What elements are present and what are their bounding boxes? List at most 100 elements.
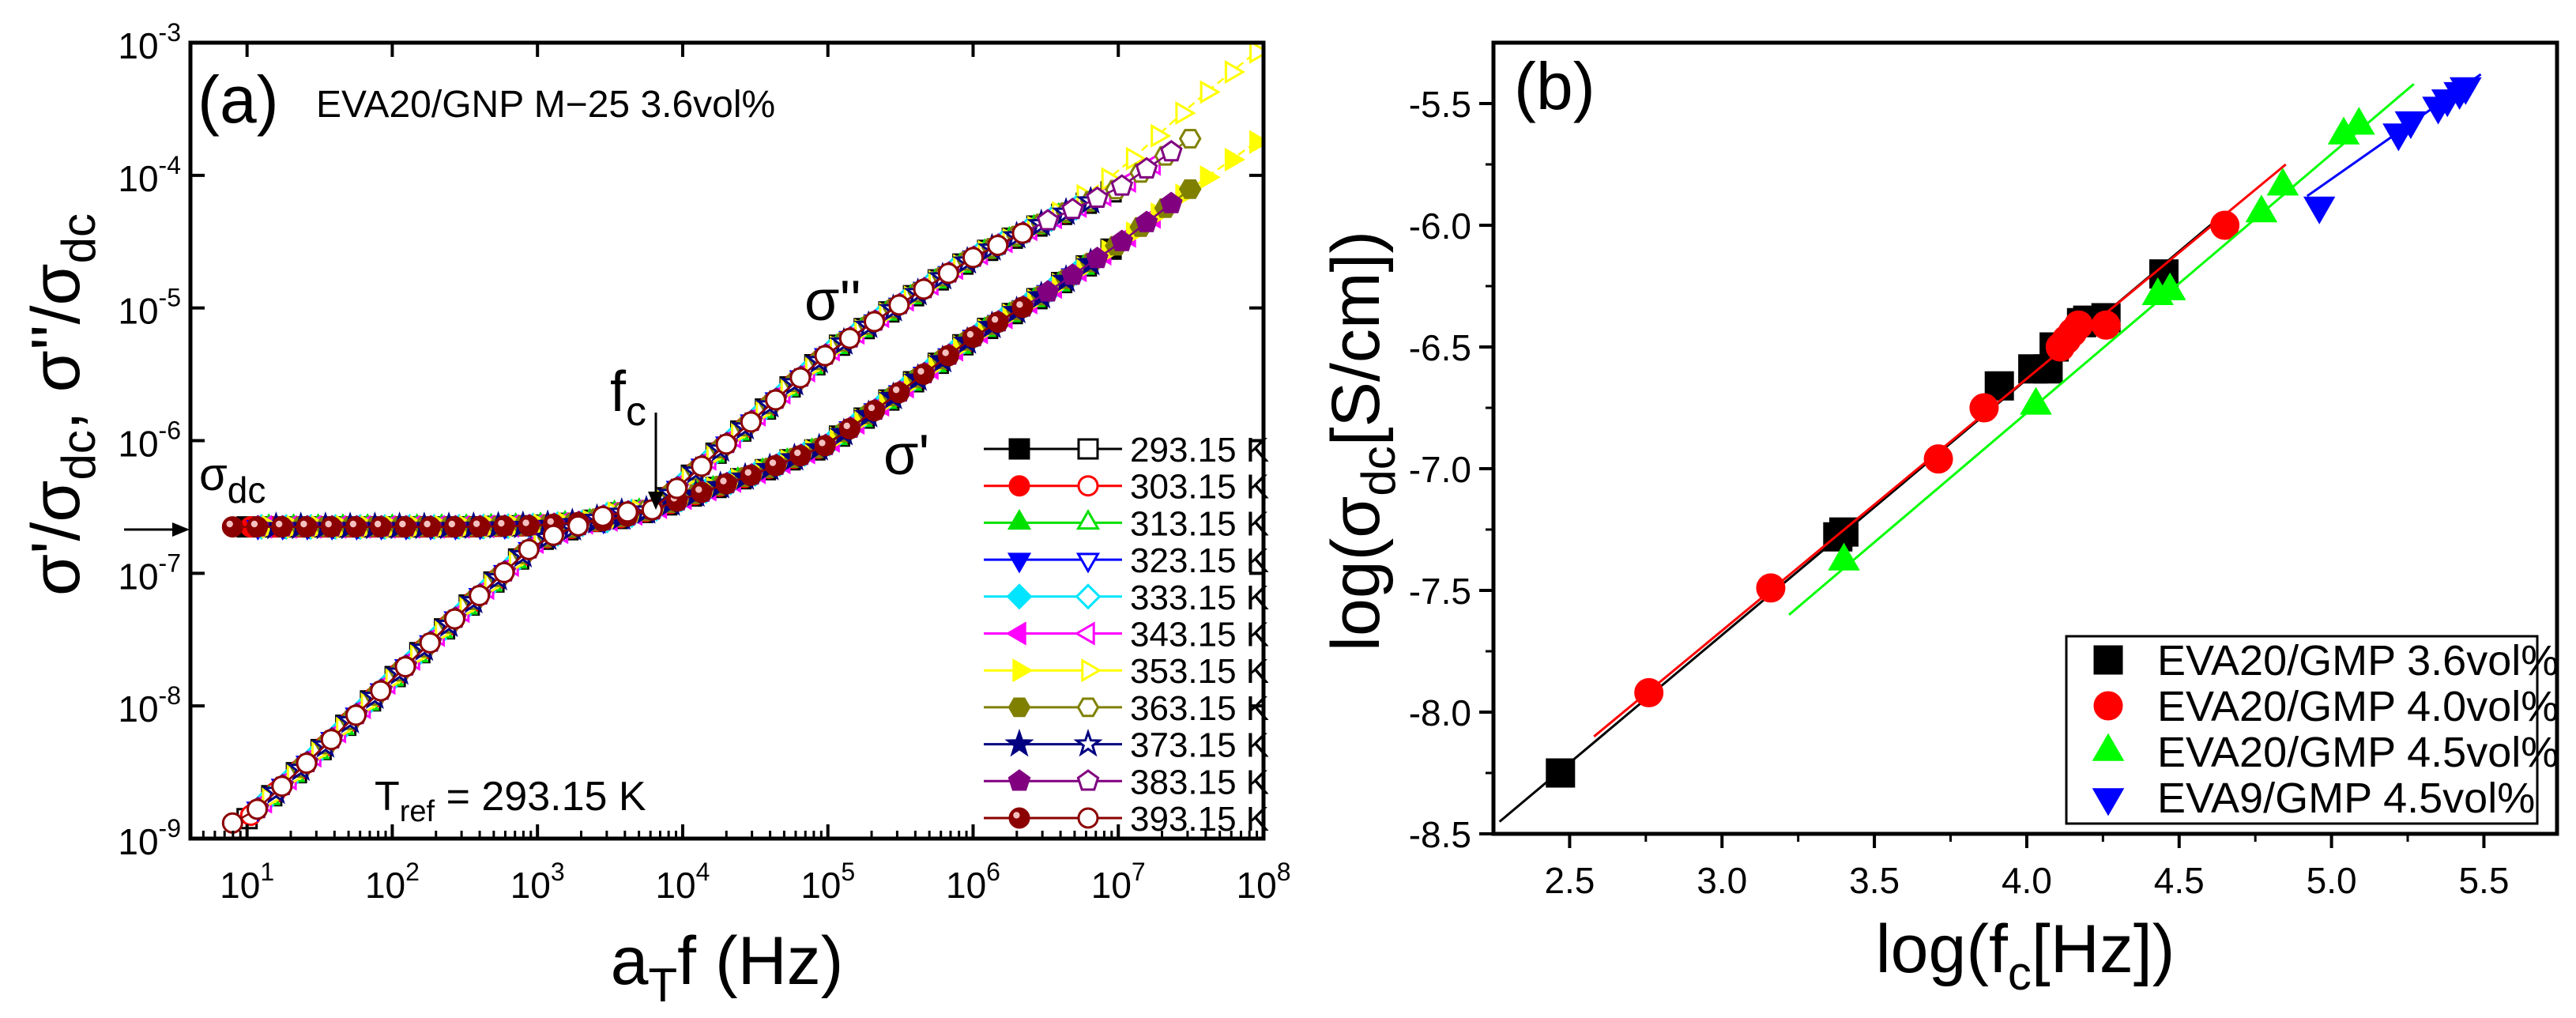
legend-marker-open (1075, 552, 1101, 574)
x-tick-label: 103 (510, 858, 565, 906)
data-point (2303, 196, 2336, 224)
panel-a-x-axis-title: aTf (Hz) (611, 923, 844, 1012)
sigma-real-point (987, 311, 1009, 334)
legend-marker (2092, 733, 2125, 761)
legend-marker-filled (1007, 509, 1032, 530)
legend-box (2065, 635, 2539, 825)
x-tick-label: 101 (220, 858, 274, 906)
panel-b-ticks: 2.5 3.0 3.5 4.0 4.5 5.0 5.5 -5.5 -6.0 -6.5 -7.0 -7.… (1409, 84, 2510, 901)
legend-entry: EVA20/GMP 3.6vol% (2093, 637, 2559, 684)
sigma-real-point (962, 326, 984, 349)
sigma-imag-point (1135, 156, 1158, 179)
x-tick-label: 5.0 (2307, 860, 2357, 901)
panel-b-legend: EVA20/GMP 3.6vol%EVA20/GMP 4.0vol%EVA20/… (2065, 635, 2559, 825)
sigma-imag-point (592, 505, 614, 527)
x-tick-label: 5.5 (2458, 860, 2509, 901)
sigma-real-point (493, 515, 515, 537)
legend-marker (2093, 645, 2123, 675)
sigma-real-point (370, 516, 392, 538)
sigma-real-point-highlight (769, 459, 777, 466)
sigma-real-point-highlight (744, 469, 751, 476)
sigma-imag-point (1036, 209, 1060, 231)
panel-b-y-axis-title: log(σdc[S/cm]) (1318, 231, 1405, 651)
sigma-imag-point (1110, 174, 1134, 196)
sigma-imag-point (1224, 59, 1246, 85)
data-point (2210, 210, 2240, 240)
panel-a-data (221, 43, 1264, 834)
legend-label: 363.15 K (1130, 689, 1269, 728)
legend-marker-filled (1008, 475, 1030, 497)
sigma-imag-point (271, 775, 293, 797)
sigma-real-point-highlight (966, 330, 974, 338)
sigma-real-point (1135, 210, 1158, 232)
legend-marker-open (1077, 807, 1099, 829)
sigma-real-point-highlight (226, 520, 233, 528)
sigma-imag-point (1011, 222, 1034, 244)
sigma-real-point (1110, 229, 1134, 251)
sigma-imag-point (1086, 186, 1109, 208)
sigma-imag-point (616, 501, 638, 523)
legend-marker-open (1074, 621, 1095, 646)
sigma-dc-arrow-head (172, 522, 190, 537)
legend-entry: 323.15 K (984, 541, 1269, 580)
data-point (1634, 677, 1664, 707)
sigma-real-point (913, 363, 935, 385)
data-point (2153, 272, 2186, 300)
x-tick-label: 102 (365, 858, 420, 906)
legend-entry: EVA9/GMP 4.5vol% (2092, 775, 2535, 822)
sigma-imag-point (1199, 80, 1221, 104)
sigma-real-point-highlight (720, 477, 727, 484)
sigma-real-point-highlight (991, 315, 999, 323)
panel-b-data (1498, 73, 2482, 823)
y-tick-label: 10-4 (118, 151, 181, 199)
sigma-real-point (888, 382, 910, 404)
y-tick-label: -7.5 (1409, 571, 1471, 612)
legend-marker-filled (1004, 729, 1034, 757)
x-tick-label: 108 (1237, 858, 1291, 906)
sigma-real-point-highlight (522, 519, 529, 526)
sigma-imag-point (814, 345, 836, 367)
data-point (2063, 310, 2093, 340)
legend-label: 353.15 K (1130, 652, 1269, 691)
x-tick-label: 106 (946, 858, 1000, 906)
sigma-imag-point (542, 524, 564, 546)
sigma-real-point (1061, 263, 1084, 285)
sigma-real-point-highlight (448, 520, 456, 528)
legend-entry: 293.15 K (984, 431, 1269, 469)
panel-a-y-axis-title: σ'/σdc, σ''/σdc (18, 213, 105, 596)
sigma-real-point-highlight (275, 520, 283, 528)
legend-marker-filled (1008, 807, 1030, 829)
sigma-imag-point (247, 798, 269, 820)
fit-line (1788, 83, 2415, 616)
panel-a: 101 102 103 104 105 106 107 108 10-3 10-4 10-5 10-6… (18, 18, 1290, 1012)
data-point (1969, 393, 1999, 423)
legend-label: 333.15 K (1130, 579, 1269, 617)
sigma-imag-point (962, 247, 984, 269)
y-tick-label: 10-3 (118, 18, 181, 66)
series-363-15-K (290, 129, 1202, 778)
sigma-imag-point (345, 704, 367, 726)
sigma-imag-point (740, 411, 762, 433)
legend-entry: 313.15 K (984, 504, 1269, 543)
legend-label: 373.15 K (1130, 726, 1269, 765)
sigma-real-point (1178, 179, 1202, 199)
series-393-15-K (221, 222, 1034, 834)
sigma-imag-point (221, 812, 243, 834)
sigma-real-point (1199, 165, 1221, 190)
sigma-real-point-highlight (498, 519, 505, 527)
sigma-real-point-highlight (349, 520, 357, 528)
panel-a-ticks: 101 102 103 104 105 106 107 108 10-3 10-4 10-5 10-6… (118, 18, 1290, 906)
sigma-real-point-highlight (300, 520, 307, 528)
sigma-real-point-highlight (868, 404, 876, 412)
sigma-real-point (814, 435, 836, 457)
sigma-imag-point (888, 294, 910, 316)
legend-marker-filled (1006, 583, 1033, 610)
sigma-real-point-highlight (942, 349, 949, 356)
legend-marker-open (1077, 475, 1099, 497)
sigma-imag-label: σ'' (804, 270, 861, 333)
sigma-real-point (1160, 191, 1183, 213)
legend-label: 343.15 K (1130, 616, 1269, 654)
sigma-dc-label: σdc (199, 449, 266, 511)
panel-a-sample-title: EVA20/GNP M−25 3.6vol% (316, 84, 775, 126)
